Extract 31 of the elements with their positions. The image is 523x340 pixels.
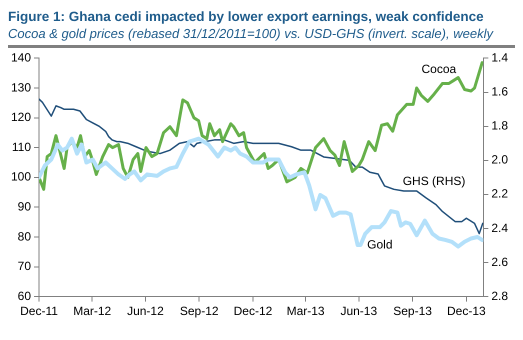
x-tick-label: Dec-13 — [447, 304, 486, 318]
x-tick-label: Dec-12 — [234, 304, 273, 318]
y-tick-label: 140 — [10, 50, 32, 65]
x-tick-label: Mar-13 — [286, 304, 325, 318]
y-tick-label: 60 — [18, 288, 32, 303]
y-tick-label: 120 — [10, 110, 32, 124]
y-tick-label: 100 — [10, 170, 32, 184]
x-tick-label: Sep-13 — [393, 304, 432, 318]
series-label: Gold — [367, 237, 393, 252]
y-tick-label: 90 — [18, 200, 32, 214]
x-tick-label: Mar-12 — [73, 304, 112, 318]
y2-tick-label: 2.0 — [491, 152, 508, 167]
y2-tick-label: 2.4 — [491, 220, 508, 235]
y2-tick-label: 1.4 — [491, 50, 508, 65]
y-tick-label: 80 — [18, 229, 32, 244]
x-tick-label: Jun-12 — [127, 304, 164, 318]
chart-subtitle: Cocoa & gold prices (rebased 31/12/2011=100) vs. USD-GHS (invert. scale), weekly — [8, 25, 515, 48]
series-label: GHS (RHS) — [402, 174, 466, 188]
y2-tick-label: 2.8 — [491, 288, 508, 303]
x-tick-label: Dec-11 — [20, 304, 58, 318]
y-tick-label: 110 — [12, 140, 32, 154]
y-tick-label: 70 — [18, 259, 32, 274]
series-label: Cocoa — [421, 62, 456, 76]
y-tick-label: 130 — [10, 80, 32, 94]
x-tick-label: Sep-12 — [180, 304, 219, 318]
x-tick-label: Jun-13 — [340, 304, 378, 318]
chart-title: Figure 1: Ghana cedi impacted by lower export earnings, weak confidence — [8, 8, 485, 25]
y2-tick-label: 1.6 — [491, 84, 508, 99]
y2-tick-label: 1.8 — [491, 118, 508, 133]
y2-tick-label: 2.2 — [491, 186, 508, 201]
y2-tick-label: 2.6 — [491, 254, 508, 269]
